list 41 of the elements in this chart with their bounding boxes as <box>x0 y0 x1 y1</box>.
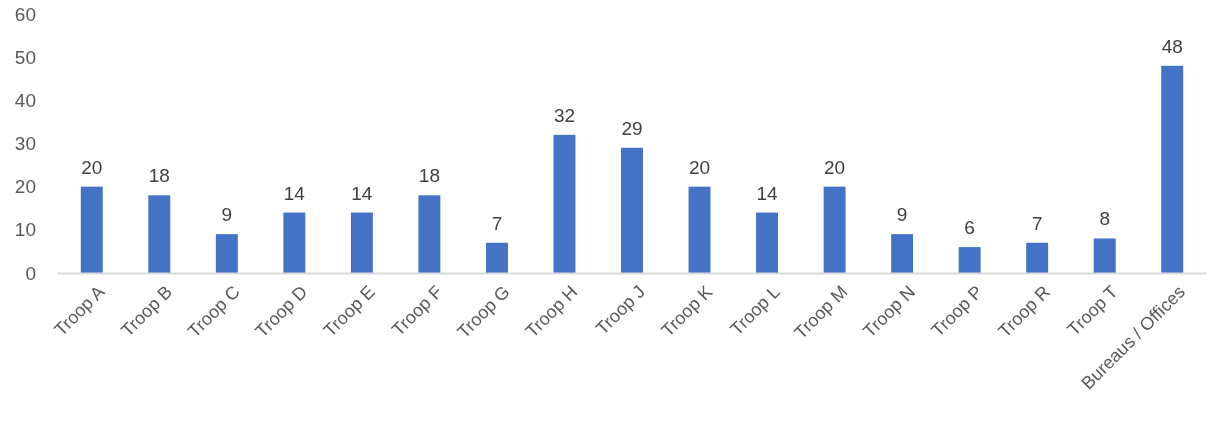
bar <box>621 147 643 273</box>
data-label: 7 <box>491 212 503 234</box>
data-label: 9 <box>896 204 908 226</box>
bar <box>891 234 914 273</box>
bar <box>823 186 846 273</box>
data-label: 20 <box>824 156 846 178</box>
bar <box>215 234 238 273</box>
data-label: 8 <box>1099 208 1110 230</box>
bar <box>418 195 441 273</box>
bar <box>148 195 171 273</box>
data-label: 18 <box>418 165 440 187</box>
y-tick-label: 0 <box>25 262 36 284</box>
data-label: 48 <box>1161 35 1183 57</box>
y-tick-label: 50 <box>14 46 36 68</box>
bar <box>283 212 306 273</box>
data-label: 18 <box>148 165 170 187</box>
y-tick-label: 30 <box>14 133 36 155</box>
y-tick-label: 20 <box>14 176 36 198</box>
y-tick-label: 60 <box>14 3 36 25</box>
bar <box>485 242 508 273</box>
data-label: 6 <box>964 217 975 239</box>
data-label: 29 <box>621 117 643 139</box>
bar <box>350 212 373 273</box>
bar <box>756 212 779 273</box>
bar <box>1161 65 1184 273</box>
bar <box>958 247 981 273</box>
data-label: 20 <box>688 156 711 178</box>
data-label: 9 <box>221 204 233 226</box>
bar <box>553 134 576 273</box>
bar <box>688 186 711 273</box>
y-tick-label: 10 <box>14 219 36 241</box>
data-label: 14 <box>283 182 306 204</box>
data-label: 14 <box>351 182 373 204</box>
data-label: 7 <box>1031 212 1043 234</box>
bar <box>1093 238 1116 273</box>
data-label: 20 <box>81 156 103 178</box>
y-tick-label: 40 <box>14 89 36 111</box>
bar <box>1026 242 1049 273</box>
data-label: 14 <box>756 182 779 204</box>
bar <box>80 186 103 273</box>
data-label: 32 <box>553 104 576 126</box>
